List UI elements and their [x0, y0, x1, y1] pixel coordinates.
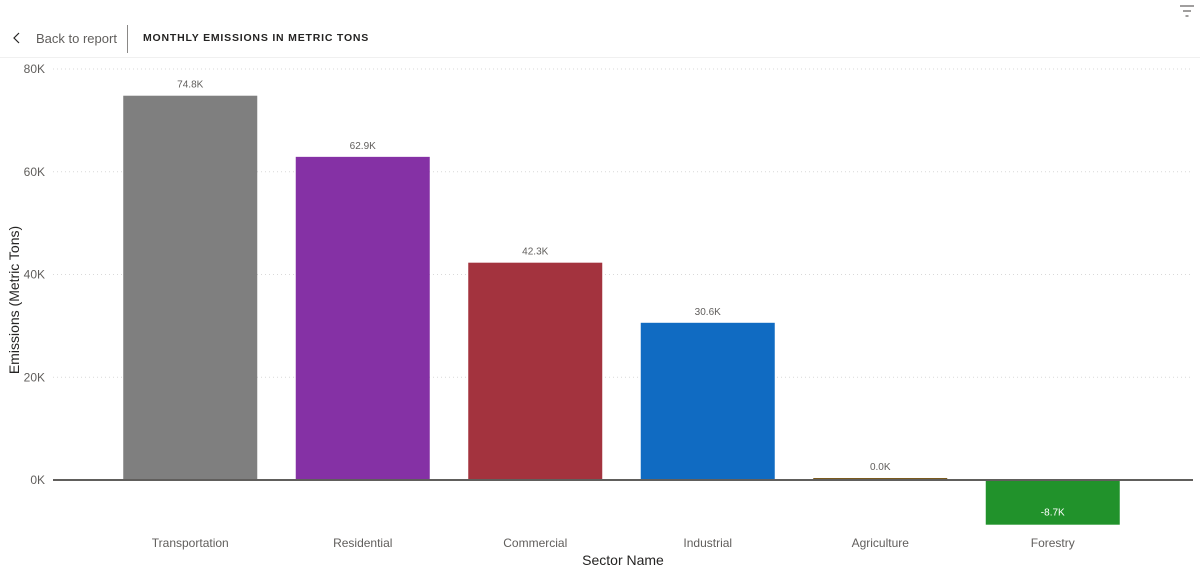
- x-tick-label: Forestry: [1031, 536, 1075, 550]
- back-to-report-label: Back to report: [36, 30, 117, 46]
- bar-forestry: [985, 480, 1120, 525]
- y-axis-title: Emissions (Metric Tons): [6, 226, 22, 374]
- bar-transportation: [123, 95, 258, 480]
- y-tick-label: 80K: [24, 62, 45, 76]
- bar-residential: [295, 156, 430, 480]
- report-header: Back to report MONTHLY EMISSIONS IN METR…: [0, 20, 1200, 56]
- x-tick-label: Residential: [333, 536, 392, 550]
- x-tick-label: Transportation: [152, 536, 229, 550]
- y-tick-label: 20K: [24, 370, 45, 384]
- page-title: MONTHLY EMISSIONS IN METRIC TONS: [143, 32, 370, 44]
- data-label: 42.3K: [522, 247, 548, 258]
- y-tick-label: 60K: [24, 165, 45, 179]
- header-separator: [0, 57, 1200, 58]
- bar-commercial: [468, 262, 603, 480]
- x-tick-label: Commercial: [503, 536, 567, 550]
- x-tick-label: Agriculture: [852, 536, 910, 550]
- x-axis-title: Sector Name: [582, 552, 664, 568]
- filter-icon[interactable]: [1180, 5, 1194, 17]
- data-label: 62.9K: [350, 141, 376, 152]
- x-tick-label: Industrial: [683, 536, 732, 550]
- data-label: -8.7K: [1041, 508, 1065, 519]
- bar-industrial: [640, 322, 775, 480]
- back-to-report-button[interactable]: Back to report: [12, 20, 117, 56]
- data-label: 0.0K: [870, 462, 891, 473]
- chevron-left-icon: [13, 32, 20, 44]
- data-label: 30.6K: [695, 307, 721, 318]
- y-tick-label: 0K: [30, 473, 45, 487]
- header-divider: [127, 25, 128, 53]
- data-label: 74.8K: [177, 80, 203, 91]
- y-tick-label: 40K: [24, 268, 45, 282]
